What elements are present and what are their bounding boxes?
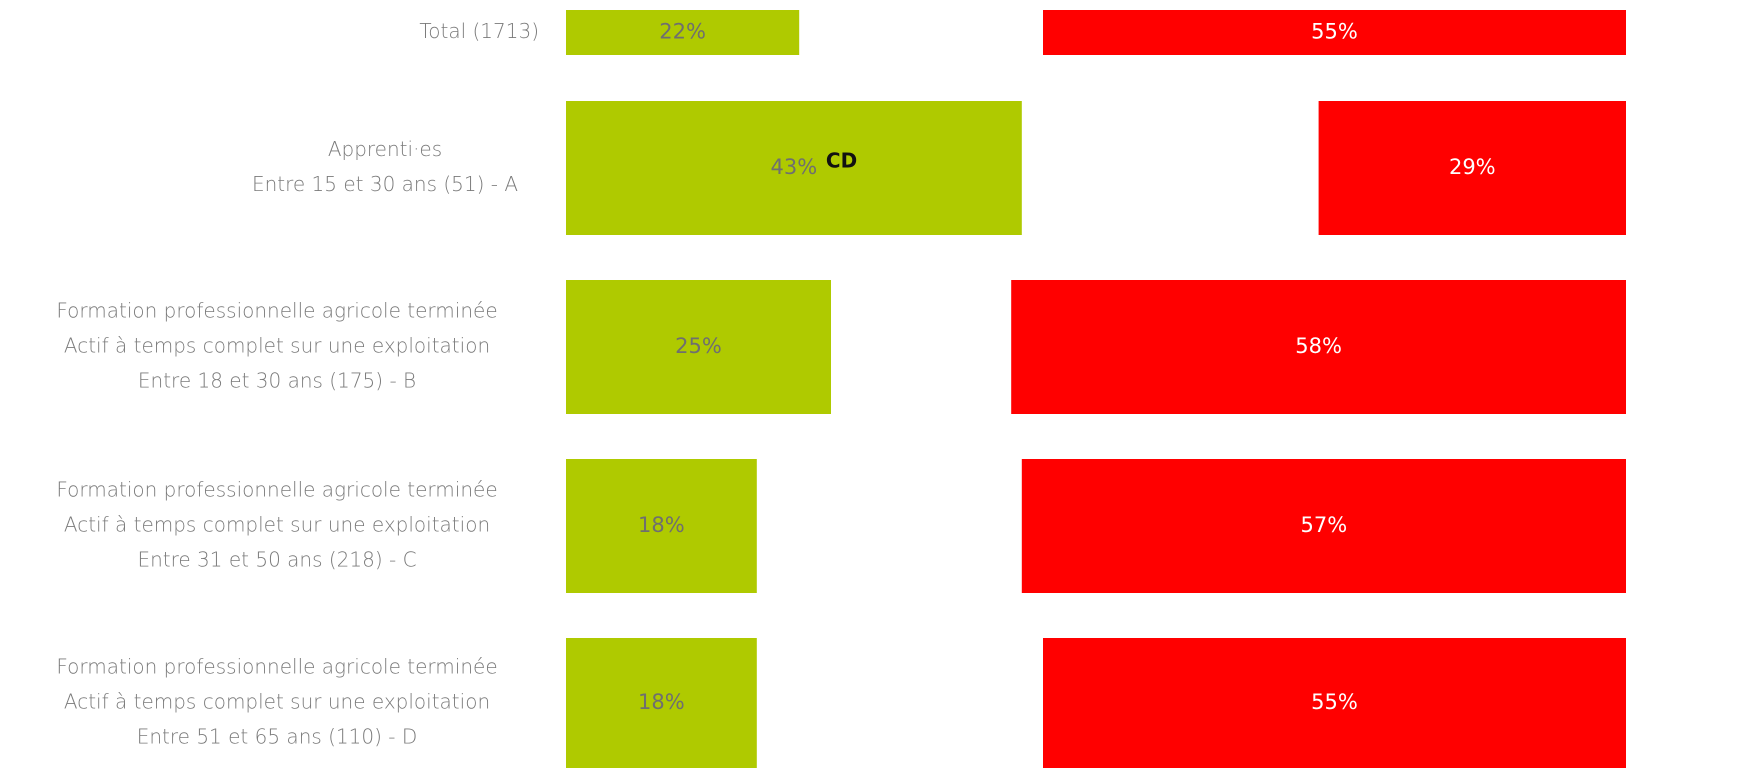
category-label-line: Entre 31 et 50 ans (218) - C: [137, 548, 416, 572]
bar-value-label: 18%: [638, 513, 685, 537]
bar-red: [1021, 459, 1626, 593]
bar-value-label: 22%: [659, 20, 706, 44]
bar-green: [566, 280, 831, 414]
bar-red: [1011, 280, 1626, 414]
bar-value-label: 18%: [638, 690, 685, 714]
bar-value-label: 58%: [1295, 334, 1342, 358]
bar-value-label: 57%: [1301, 513, 1348, 537]
category-label-line: Entre 18 et 30 ans (175) - B: [138, 369, 416, 393]
category-label-line: Total (1713): [419, 19, 539, 43]
category-label-line: Entre 15 et 30 ans (51) - A: [252, 172, 518, 196]
category-label-line: Actif à temps complet sur une exploitati…: [64, 334, 490, 358]
bar-green: [566, 101, 1022, 235]
category-label: Apprenti·es Entre 15 et 30 ans (51) - A: [252, 137, 518, 196]
category-label-line: Formation professionnelle agricole termi…: [56, 655, 497, 679]
bar-green: [566, 459, 757, 593]
bar-green: [566, 10, 800, 55]
bar-value-label: 43%: [771, 155, 818, 179]
bar-green: [566, 638, 757, 768]
significance-label: CD: [826, 149, 857, 173]
category-label-line: Entre 51 et 65 ans (110) - D: [137, 725, 418, 749]
category-label-line: Actif à temps complet sur une exploitati…: [64, 513, 490, 537]
category-label-line: Formation professionnelle agricole termi…: [56, 478, 497, 502]
bar-value-label: 55%: [1311, 690, 1358, 714]
bar-value-label: 25%: [675, 334, 722, 358]
category-label-line: Formation professionnelle agricole termi…: [56, 299, 497, 323]
category-label: Formation professionnelle agricole termi…: [56, 478, 497, 572]
bar-value-label: 29%: [1449, 155, 1496, 179]
bar-red: [1043, 10, 1626, 55]
bar-value-label: 55%: [1311, 20, 1358, 44]
category-label-line: Apprenti·es: [328, 137, 442, 161]
bar-red: [1318, 101, 1626, 235]
category-label: Total (1713): [419, 19, 539, 43]
bar-red: [1043, 638, 1626, 768]
category-label-line: Actif à temps complet sur une exploitati…: [64, 690, 490, 714]
category-label: Formation professionnelle agricole termi…: [56, 299, 497, 393]
category-label: Formation professionnelle agricole termi…: [56, 655, 497, 749]
